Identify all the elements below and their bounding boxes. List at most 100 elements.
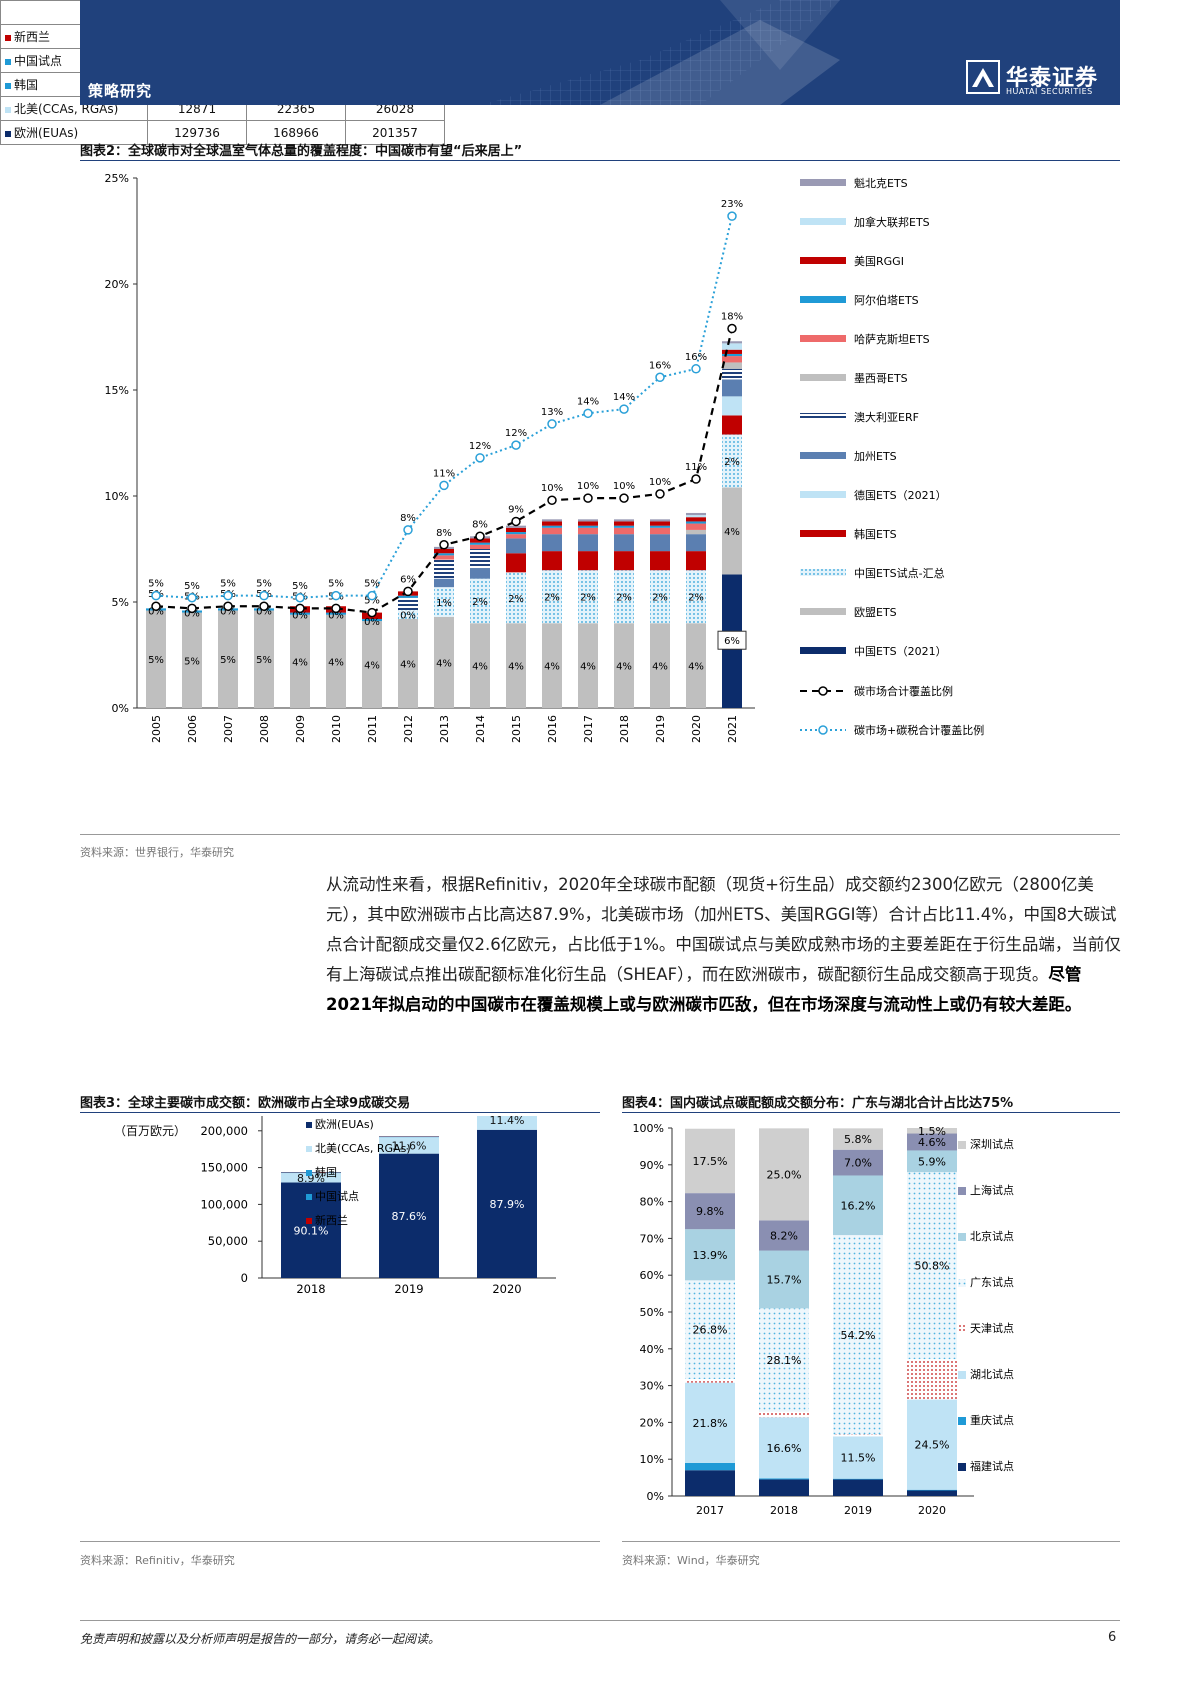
- legend-label: 魁北克ETS: [854, 176, 908, 190]
- brand-name: 华泰证券: [1006, 66, 1099, 91]
- line-marker: [727, 323, 737, 334]
- bar-澳大利亚ERF: [398, 597, 418, 611]
- bar-湖北试点: [685, 1382, 735, 1463]
- line-data-label: 8%: [436, 528, 452, 539]
- bar-欧盟ETS: [614, 623, 634, 708]
- bar-阿尔伯塔ETS: [686, 521, 706, 524]
- figure-2-caption: 图表2：全球碳市对全球温室气体总量的覆盖程度：中国碳市有望“后来居上”: [80, 144, 523, 159]
- bar-中国ETS试点-汇总: [506, 572, 526, 624]
- line-marker: [295, 603, 305, 614]
- x-tick-label: 2006: [186, 715, 199, 743]
- x-tick-label: 2021: [726, 715, 739, 743]
- bar-澳大利亚ERF: [470, 549, 490, 569]
- x-tick-label: 2008: [258, 715, 271, 743]
- legend-swatch: [800, 608, 846, 615]
- legend-swatch: [800, 452, 846, 459]
- bar-魁北克ETS: [542, 519, 562, 522]
- bar-哈萨克斯坦ETS: [578, 527, 598, 535]
- table-cell: 168966: [246, 120, 346, 145]
- bar-阿尔伯塔ETS: [506, 532, 526, 535]
- bar-中国ETS试点-汇总: [686, 570, 706, 624]
- line-data-label: 5%: [220, 579, 236, 590]
- bar-中国ETS试点-汇总: [578, 570, 598, 624]
- bar-data-label: 24.5%: [915, 1439, 950, 1452]
- bar-加州ETS: [722, 379, 742, 397]
- bar-哈萨克斯坦ETS: [542, 527, 562, 535]
- y-tick-label: 70%: [640, 1232, 664, 1245]
- bar-湖北试点: [907, 1399, 957, 1490]
- cn-pilot-data-label: 2%: [472, 597, 488, 608]
- x-tick-label: 2007: [222, 715, 235, 743]
- bar-阿尔伯塔ETS: [650, 525, 670, 528]
- bar-中国ETS试点-汇总: [614, 570, 634, 624]
- legend-label: 加拿大联邦ETS: [854, 215, 930, 229]
- table-row-label: 欧洲(EUAs): [0, 120, 148, 145]
- line-marker: [295, 593, 305, 603]
- row-label-text: 中国试点: [14, 54, 63, 68]
- table-cell: 201357: [345, 120, 445, 145]
- line-marker: [331, 590, 341, 601]
- cn-pilot-data-label: 2%: [580, 593, 596, 604]
- line-data-label: 8%: [400, 513, 416, 524]
- bar-美国RGGI: [722, 349, 742, 354]
- line-data-label: 5%: [328, 579, 344, 590]
- y-tick-label: 50,000: [208, 1234, 248, 1248]
- bar-欧盟ETS: [578, 623, 598, 708]
- bar-福建试点: [685, 1470, 735, 1496]
- x-tick-label: 2016: [546, 715, 559, 743]
- legend-swatch: [800, 218, 846, 225]
- y-tick-label: 0%: [112, 702, 129, 715]
- line-marker: [259, 601, 269, 611]
- bar-重庆试点: [685, 1462, 735, 1471]
- line-marker: [511, 516, 521, 527]
- eu-data-label: 4%: [436, 658, 452, 669]
- y-tick-label: 20%: [640, 1416, 664, 1429]
- cn-pilot-data-label: 2%: [724, 457, 740, 468]
- line-data-label: 23%: [721, 199, 743, 210]
- legend-swatch: [5, 130, 11, 137]
- bar-魁北克ETS: [578, 519, 598, 522]
- eu-data-label: 4%: [688, 662, 704, 673]
- legend-label: 欧盟ETS: [854, 606, 897, 619]
- bar-阿尔伯塔ETS: [326, 612, 346, 615]
- legend-swatch: [800, 179, 846, 186]
- legend-swatch: [800, 413, 846, 420]
- bar-哈萨克斯坦ETS: [470, 544, 490, 549]
- legend-label: 福建试点: [970, 1459, 1014, 1473]
- line-data-label: 5%: [148, 579, 164, 590]
- legend-label: 德国ETS（2021）: [854, 488, 947, 502]
- legend-label: 碳市场+碳税合计覆盖比例: [854, 723, 984, 737]
- bar-天津试点: [685, 1378, 735, 1383]
- bar-加州ETS: [506, 538, 526, 554]
- cn-pilot-data-label: 0%: [220, 606, 236, 617]
- line-data-label: 5%: [364, 579, 380, 590]
- bar-data-label: 21.8%: [693, 1417, 728, 1430]
- line-marker: [367, 607, 377, 618]
- bar-福建试点: [759, 1479, 809, 1496]
- bar-魁北克ETS: [650, 519, 670, 522]
- eu-data-label: 5%: [220, 655, 236, 666]
- bar-data-label: 50.8%: [915, 1260, 950, 1273]
- line-data-label: 10%: [613, 481, 635, 492]
- legend-label: 北京试点: [970, 1229, 1014, 1243]
- x-tick-label: 2009: [294, 715, 307, 743]
- bar-data-label: 28.1%: [767, 1354, 802, 1367]
- bar-加拿大联邦ETS: [722, 343, 742, 350]
- eu-data-label: 4%: [724, 527, 740, 538]
- legend-swatch: [958, 1141, 966, 1149]
- bar-加州ETS: [434, 578, 454, 588]
- bar-天津试点: [759, 1411, 809, 1418]
- row-label-text: 韩国: [14, 78, 39, 92]
- bar-美国RGGI: [686, 517, 706, 522]
- legend-label: 澳大利亚ERF: [854, 410, 919, 424]
- x-tick-label: 2019: [654, 715, 667, 743]
- figure-3-bottom-rule: [80, 1541, 600, 1542]
- legend-label: 中国ETS试点-汇总: [854, 566, 945, 580]
- bar-欧盟ETS: [722, 487, 742, 575]
- legend-swatch: [306, 1122, 312, 1128]
- bar-天津试点: [907, 1359, 957, 1400]
- bar-湖北试点: [833, 1436, 883, 1479]
- legend-label: 上海试点: [970, 1183, 1014, 1197]
- line-data-label: 16%: [649, 360, 671, 371]
- pilot-distribution-chart: 0% 10% 20% 30% 40% 50% 60% 70% 80% 90% 100% 21.8% 26…: [633, 1122, 1014, 1517]
